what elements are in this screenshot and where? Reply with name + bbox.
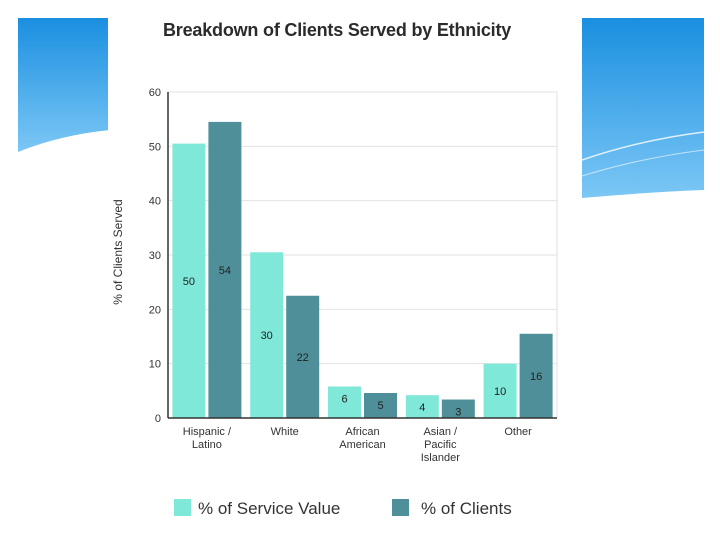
data-label-service: 50	[183, 276, 195, 288]
data-label-clients: 16	[530, 371, 542, 383]
right-wave-line-2	[581, 149, 705, 177]
chart-title: Breakdown of Clients Served by Ethnicity	[163, 20, 512, 40]
y-tick-label: 20	[149, 304, 161, 316]
bar-service	[405, 395, 439, 418]
legend-label-clients: % of Clients	[421, 499, 512, 518]
y-tick-label: 40	[149, 196, 161, 208]
right-wave-line-1	[581, 131, 705, 161]
bar-clients	[286, 295, 320, 418]
bar-clients	[441, 399, 475, 418]
x-tick-label: Pacific	[424, 439, 457, 451]
x-tick-label: Latino	[192, 439, 222, 451]
y-tick-label: 0	[155, 413, 161, 425]
data-label-clients: 54	[219, 265, 231, 277]
legend: % of Service Value % of Clients	[174, 499, 512, 518]
bar-layer	[172, 121, 553, 418]
y-axis-label: % of Clients Served	[111, 199, 125, 304]
y-tick-label: 10	[149, 359, 161, 371]
data-label-service: 10	[494, 386, 506, 398]
x-tick-label: Hispanic /	[183, 426, 232, 438]
data-label-service: 30	[261, 330, 273, 342]
bar-service	[328, 386, 361, 418]
y-tick-label: 60	[149, 87, 161, 99]
bar-clients	[519, 333, 553, 418]
x-tick-label: Other	[504, 426, 532, 438]
data-label-clients: 3	[455, 407, 461, 419]
legend-swatch-service	[174, 499, 191, 516]
x-tick-label: White	[271, 426, 299, 438]
right-blue-wave	[582, 18, 704, 198]
data-label-service: 6	[341, 393, 347, 405]
x-tick-label: Asian /	[423, 426, 458, 438]
bar-service	[250, 252, 284, 418]
data-label-service: 4	[419, 402, 425, 414]
bar-service	[483, 363, 517, 418]
y-tick-label: 30	[149, 250, 161, 262]
data-label-clients: 5	[377, 400, 383, 412]
left-blue-wave	[18, 18, 110, 152]
data-label-clients: 22	[297, 352, 309, 364]
bar-clients	[364, 393, 397, 418]
y-tick-label: 50	[149, 141, 161, 153]
legend-label-service: % of Service Value	[198, 499, 340, 518]
bar-service	[172, 143, 206, 418]
x-tick-label: American	[339, 439, 385, 451]
legend-swatch-clients	[392, 499, 409, 516]
x-tick-label: African	[345, 426, 379, 438]
axis-layer	[167, 92, 557, 419]
bar-clients	[208, 121, 242, 418]
x-tick-label: Islander	[421, 452, 460, 464]
